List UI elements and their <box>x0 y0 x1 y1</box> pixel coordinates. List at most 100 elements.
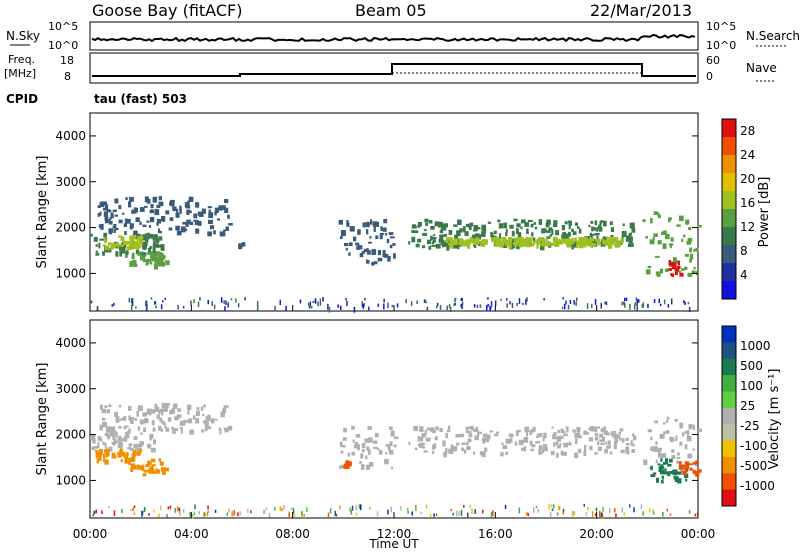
scatter-cell <box>104 432 108 436</box>
ground-scatter-cell <box>426 306 429 311</box>
scatter-cell <box>159 417 163 423</box>
scatter-cell <box>127 241 131 245</box>
scatter-cell <box>619 428 624 432</box>
ground-scatter-cell <box>95 509 97 514</box>
scatter-cell <box>659 469 665 475</box>
scatter-cell <box>151 256 156 259</box>
scatter-cell <box>467 438 472 443</box>
scatter-cell <box>218 427 221 431</box>
scatter-cell <box>120 246 126 251</box>
scatter-cell <box>501 237 505 243</box>
scatter-cell <box>355 434 361 438</box>
scatter-cell <box>447 237 453 241</box>
power-marks <box>90 196 702 313</box>
scatter-cell <box>536 238 540 244</box>
scatter-cell <box>583 237 587 244</box>
scatter-cell <box>215 418 218 421</box>
ground-scatter-cell <box>642 511 644 516</box>
scatter-cell <box>673 262 677 266</box>
ground-scatter-cell <box>636 299 638 306</box>
scatter-cell <box>463 227 466 233</box>
velocity-y-axis: 1000 2000 3000 4000 <box>55 336 698 487</box>
ground-scatter-cell <box>169 505 172 509</box>
scatter-cell <box>142 473 147 477</box>
scatter-cell <box>169 410 174 415</box>
scatter-cell <box>698 428 703 432</box>
scatter-cell <box>684 266 688 270</box>
scatter-cell <box>102 441 106 445</box>
scatter-cell <box>129 419 134 424</box>
scatter-cell <box>505 438 511 444</box>
ground-scatter-cell <box>358 504 361 509</box>
scatter-cell <box>591 237 595 242</box>
scatter-cell <box>339 441 343 447</box>
scatter-cell <box>182 221 188 225</box>
scatter-cell <box>574 222 578 226</box>
scatter-cell <box>684 473 689 478</box>
scatter-cell <box>377 447 380 451</box>
scatter-cell <box>498 223 504 229</box>
scatter-cell <box>195 202 200 208</box>
colorbar-tick-label: 100 <box>740 379 763 393</box>
scatter-cell <box>661 453 666 458</box>
scatter-cell <box>540 242 544 247</box>
scatter-cell <box>137 252 142 256</box>
ground-scatter-cell <box>213 304 216 310</box>
scatter-cell <box>175 212 180 218</box>
scatter-cell <box>371 261 375 266</box>
scatter-cell <box>339 465 343 469</box>
ground-scatter-cell <box>518 507 521 514</box>
scatter-cell <box>545 237 548 241</box>
scatter-cell <box>443 451 447 458</box>
scatter-cell <box>175 428 179 431</box>
scatter-cell <box>686 240 692 245</box>
scatter-cell <box>574 237 577 242</box>
ground-scatter-cell <box>150 297 153 300</box>
scatter-cell <box>674 418 678 422</box>
scatter-cell <box>105 452 109 458</box>
scatter-cell <box>144 205 148 208</box>
ground-scatter-cell <box>511 302 514 308</box>
scatter-cell <box>576 427 581 432</box>
scatter-cell <box>622 223 625 227</box>
scatter-cell <box>530 448 535 452</box>
scatter-cell <box>359 461 362 464</box>
ground-scatter-cell <box>349 507 351 512</box>
colorbar-swatch <box>722 191 736 210</box>
scatter-cell <box>201 429 205 433</box>
scatter-cell <box>172 428 176 434</box>
scatter-cell <box>526 228 529 234</box>
scatter-cell <box>134 234 140 238</box>
ground-scatter-cell <box>274 507 276 510</box>
sky-right-tick-top: 10^5 <box>706 20 736 33</box>
scatter-cell <box>500 452 504 457</box>
scatter-cell <box>147 259 152 262</box>
ground-scatter-cell <box>206 511 209 517</box>
scatter-cell <box>439 234 444 241</box>
scatter-cell <box>157 261 162 267</box>
scatter-cell <box>150 251 153 254</box>
scatter-cell <box>137 451 142 454</box>
scatter-cell <box>691 270 696 274</box>
scatter-cell <box>202 420 207 424</box>
scatter-cell <box>502 445 508 449</box>
scatter-cell <box>367 426 373 430</box>
ground-scatter-cell <box>237 512 239 517</box>
ground-scatter-cell <box>688 509 691 514</box>
ground-scatter-cell <box>360 504 362 511</box>
scatter-cell <box>574 241 580 245</box>
scatter-cell <box>186 224 189 227</box>
colorbar-tick-label: -25 <box>740 419 760 433</box>
scatter-cell <box>359 253 364 258</box>
scatter-cell <box>694 471 697 476</box>
scatter-cell <box>658 466 663 472</box>
scatter-cell <box>549 227 553 231</box>
scatter-cell <box>164 425 167 429</box>
ground-scatter-cell <box>591 511 594 517</box>
scatter-cell <box>523 446 527 452</box>
power-colorbar-label: Power [dB] <box>757 177 772 248</box>
ground-scatter-cell <box>562 297 564 300</box>
colorbar-tick-label: 24 <box>740 148 755 162</box>
freq-tick-bottom: 8 <box>64 70 71 83</box>
scatter-cell <box>210 418 215 424</box>
